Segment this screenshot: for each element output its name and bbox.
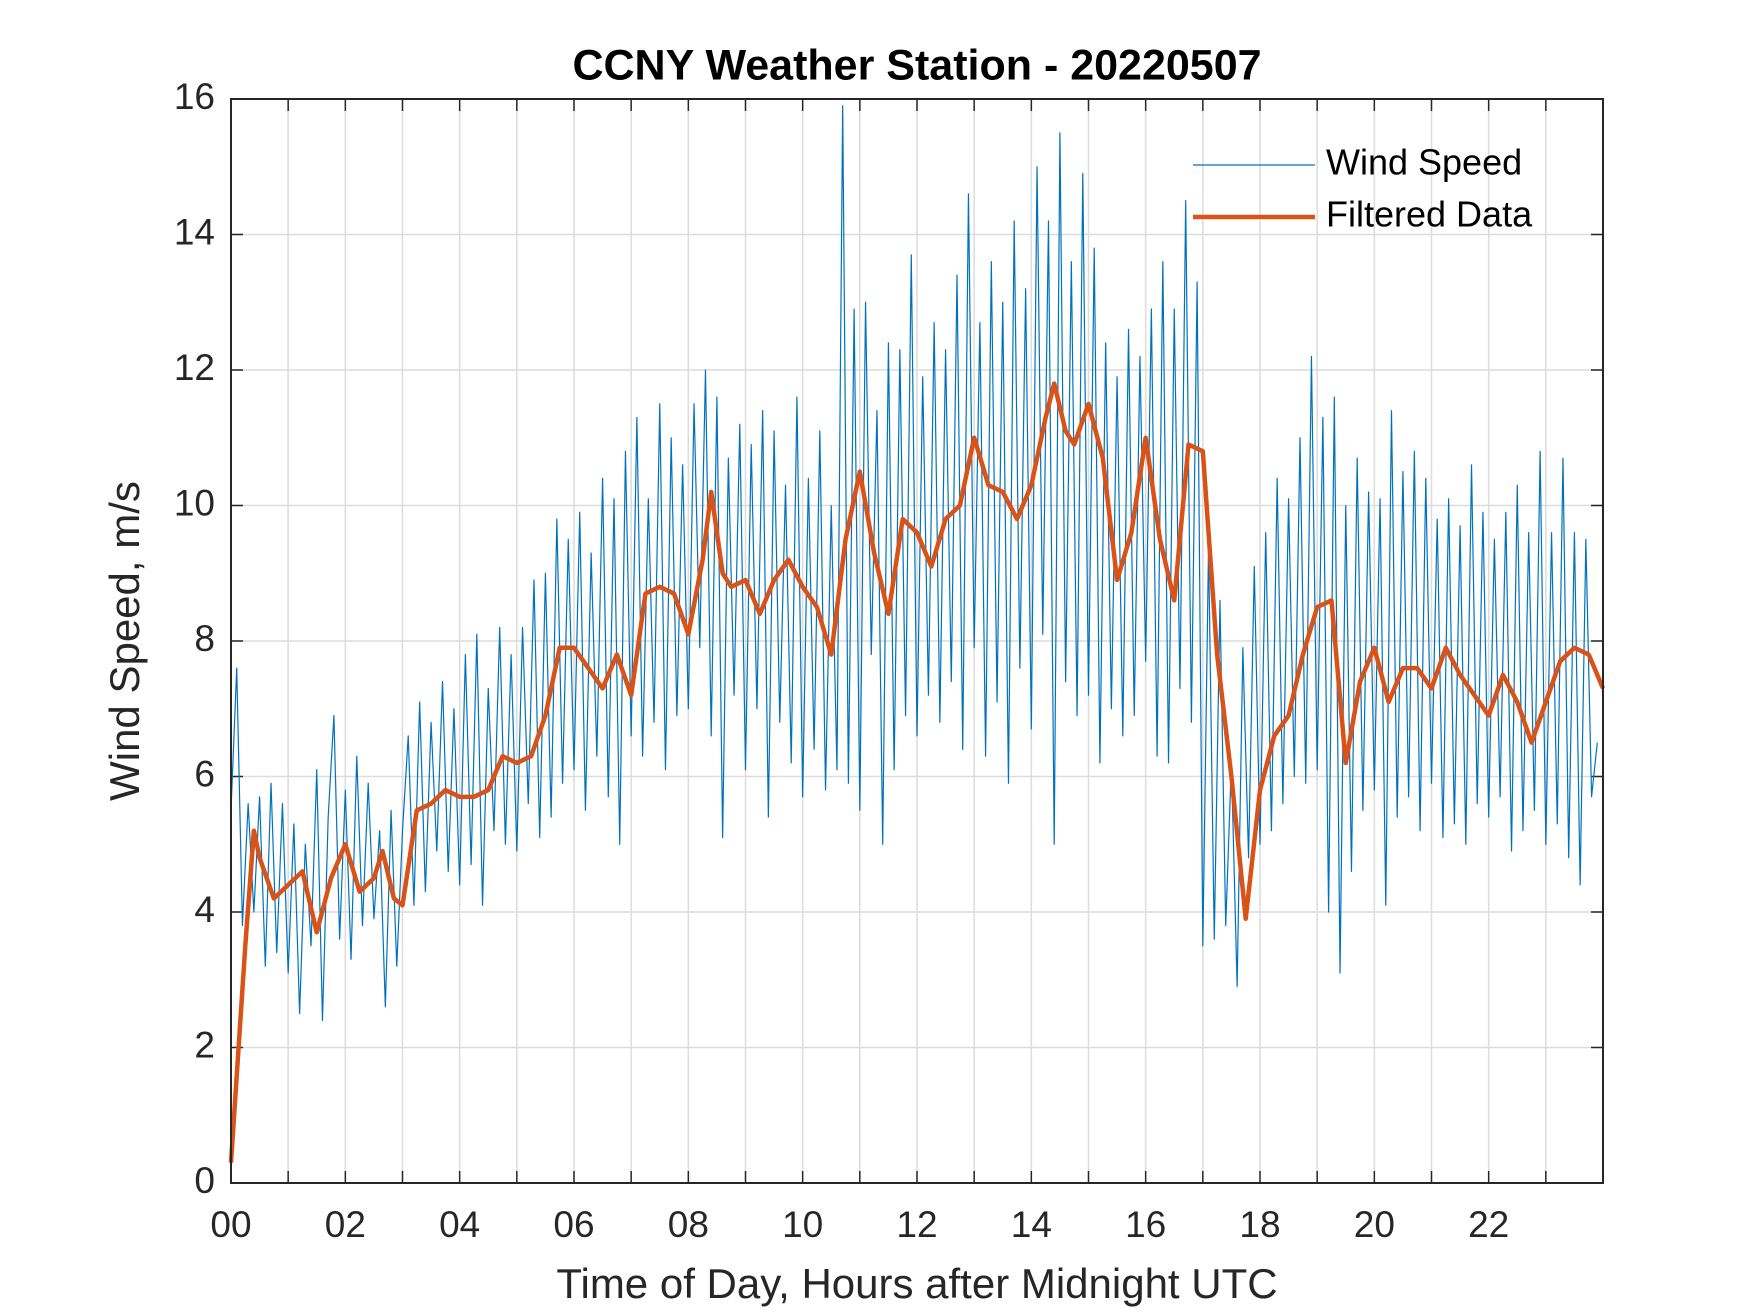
y-tick-label: 6 [194,753,215,794]
legend-label: Wind Speed [1326,142,1522,183]
y-tick-label: 4 [194,889,215,930]
data-line [228,381,1606,1163]
x-tick-label: 14 [1011,1204,1052,1245]
chart-title: CCNY Weather Station - 20220507 [572,41,1261,89]
legend-label: Filtered Data [1326,194,1533,235]
x-tick-label: 00 [210,1204,251,1245]
y-tick-label: 2 [194,1024,215,1065]
x-tick-label: 16 [1125,1204,1166,1245]
y-tick-label: 16 [174,76,215,117]
y-tick-label: 8 [194,618,215,659]
x-tick-label: 06 [553,1204,594,1245]
data-line [230,105,1598,1021]
axes-box [230,98,1604,1184]
x-tick-label: 04 [439,1204,480,1245]
x-axis-label: Time of Day, Hours after Midnight UTC [556,1260,1277,1307]
x-tick-label: 22 [1468,1204,1509,1245]
y-tick-label: 14 [174,211,215,252]
y-tick-label: 12 [174,347,215,388]
x-tick-label: 02 [325,1204,366,1245]
y-tick-label: 0 [194,1160,215,1201]
x-tick-label: 20 [1354,1204,1395,1245]
x-tick-label: 08 [668,1204,709,1245]
x-tick-label: 10 [782,1204,823,1245]
y-axis-label: Wind Speed, m/s [101,481,148,801]
y-tick-label: 10 [174,482,215,523]
x-tick-label: 18 [1239,1204,1280,1245]
x-tick-label: 12 [896,1204,937,1245]
